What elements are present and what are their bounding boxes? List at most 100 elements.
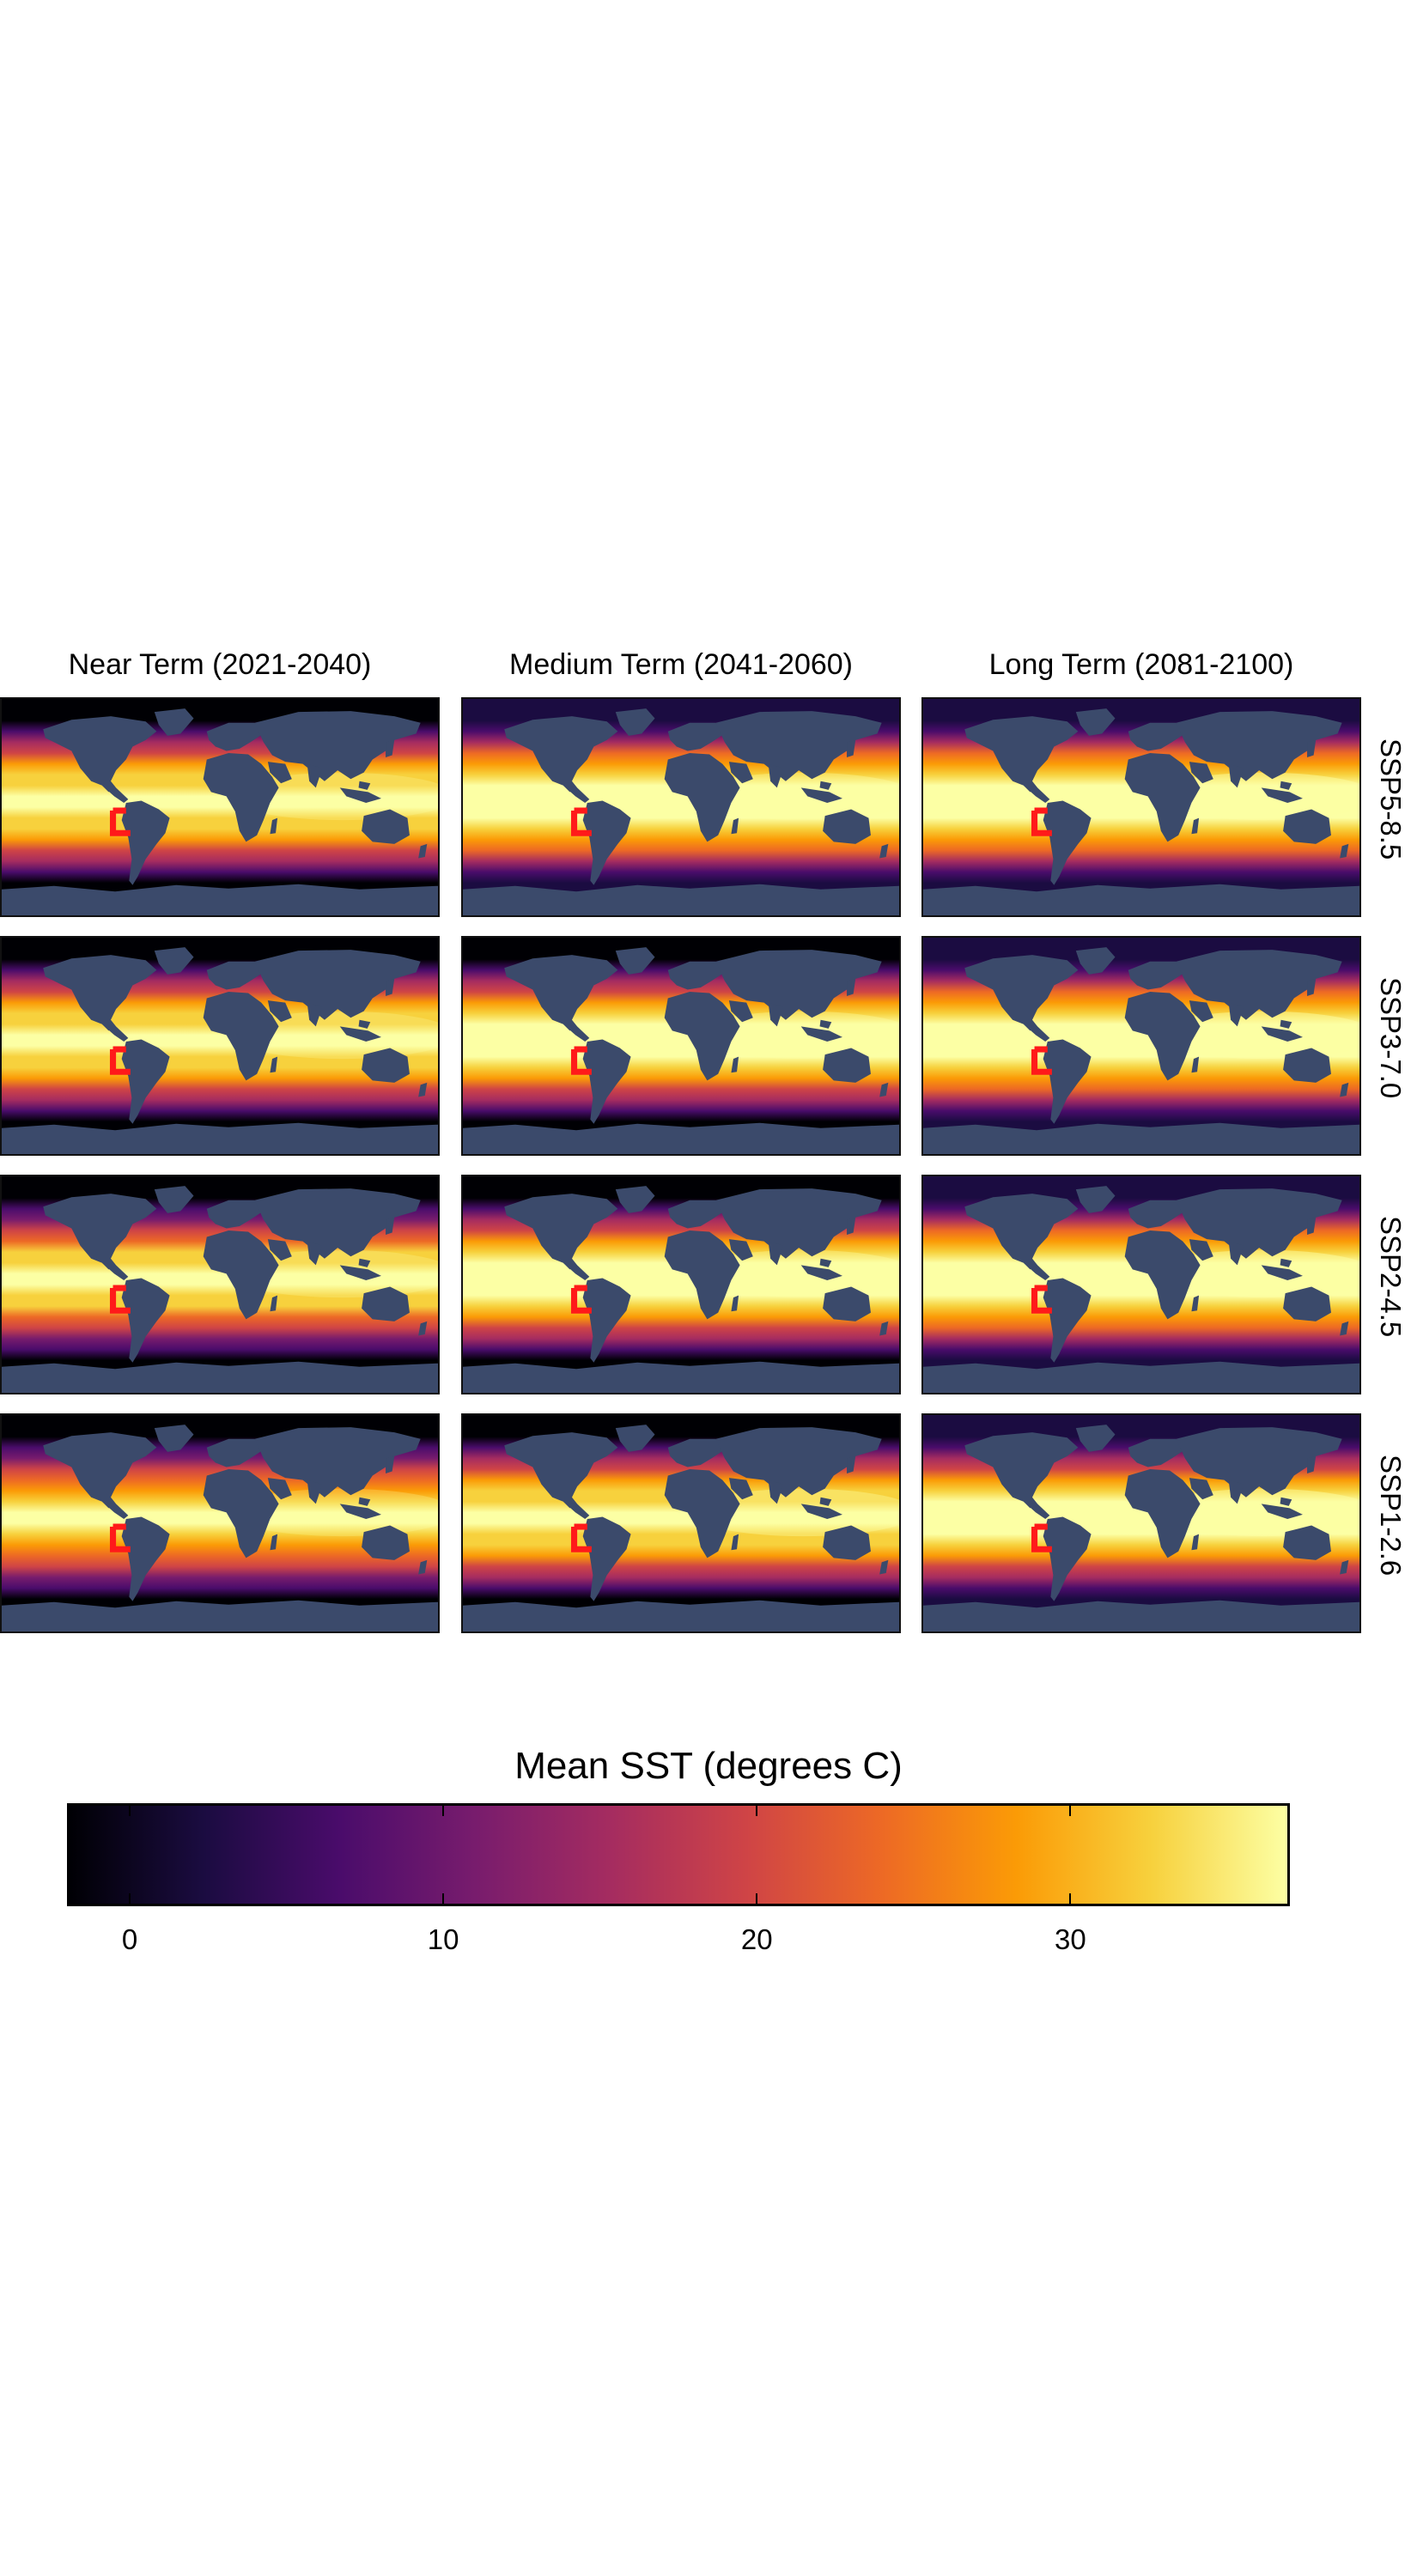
colorbar-tick-label: 20 (740, 1923, 773, 1955)
landmass (1043, 1516, 1092, 1601)
landmass (1228, 1479, 1244, 1504)
sst-map (2, 699, 438, 915)
landmass (923, 884, 1359, 915)
landmass (267, 1478, 292, 1500)
landmass (1261, 1026, 1303, 1042)
landmass (582, 800, 631, 885)
landmass (362, 1048, 410, 1083)
landmass (254, 1188, 421, 1259)
warm-pool (228, 1488, 438, 1537)
sst-map (463, 699, 899, 915)
landmass (206, 961, 264, 990)
landmass (43, 955, 157, 1031)
landmass (386, 978, 395, 997)
landmass (1228, 1241, 1244, 1266)
landmass (154, 1186, 194, 1213)
study-region-box (570, 811, 592, 836)
landmass (254, 1427, 421, 1498)
landmass (728, 762, 753, 784)
landmass (121, 1516, 170, 1601)
landmass (664, 1230, 740, 1320)
landmass (101, 785, 129, 803)
map-panel-ssp126-long (921, 1413, 1361, 1633)
landmass (1075, 1425, 1116, 1452)
landmass (1128, 1438, 1185, 1467)
landmass (1189, 1239, 1213, 1261)
landmass (418, 1082, 428, 1097)
landmass (667, 1200, 725, 1229)
landmass (1023, 1262, 1050, 1280)
study-region-box (109, 1527, 131, 1552)
landmass (1176, 1188, 1342, 1259)
landmass (1340, 1559, 1349, 1575)
landmass (728, 1239, 753, 1261)
landmass (1075, 947, 1116, 975)
map-panel-ssp370-medium (461, 936, 901, 1156)
warm-pool (1150, 1488, 1359, 1537)
landmass (1307, 978, 1317, 997)
map-panel-ssp126-near (0, 1413, 440, 1633)
colorbar-tick-mark (756, 1806, 758, 1816)
landmass (715, 950, 882, 1020)
map-panel-ssp245-near (0, 1175, 440, 1394)
landmass (307, 1002, 323, 1027)
landmass (254, 950, 421, 1020)
landmass (1189, 1478, 1213, 1500)
landmass (1283, 1048, 1331, 1083)
landmass (504, 1432, 618, 1509)
landmass (1124, 1469, 1201, 1558)
landmass (1043, 1039, 1092, 1124)
landmass (362, 809, 410, 844)
landmass (463, 1361, 899, 1393)
landmass (664, 1469, 740, 1558)
landmass (358, 1258, 371, 1267)
landmass (847, 1217, 856, 1236)
colorbar-tick-mark (442, 1806, 445, 1816)
map-panel-ssp245-medium (461, 1175, 901, 1394)
warm-pool (1150, 772, 1359, 821)
landmass (615, 1186, 655, 1213)
landmass (1340, 1321, 1349, 1336)
landmass (1043, 1278, 1092, 1363)
landmass (101, 1501, 129, 1519)
landmass (879, 1082, 889, 1097)
landmass (463, 884, 899, 915)
landmass (800, 1026, 842, 1042)
landmass (667, 1438, 725, 1467)
landmass (731, 1534, 739, 1551)
landmass (823, 1525, 871, 1560)
landmass (339, 787, 381, 803)
map-panel-ssp245-long (921, 1175, 1361, 1394)
landmass (563, 1501, 590, 1519)
landmass (206, 722, 264, 751)
landmass (267, 1000, 292, 1023)
landmass (615, 708, 655, 736)
landmass (386, 1217, 395, 1236)
sst-map (463, 938, 899, 1154)
landmass (2, 1600, 438, 1631)
map-panel-ssp370-near (0, 936, 440, 1156)
landmass (768, 1479, 784, 1504)
landmass (964, 955, 1079, 1031)
column-title-near-term: Near Term (2021-2040) (68, 648, 372, 681)
landmass (418, 1559, 428, 1575)
landmass (563, 785, 590, 803)
map-panel-ssp370-long (921, 936, 1361, 1156)
landmass (358, 1497, 371, 1506)
landmass (1176, 711, 1342, 781)
landmass (715, 1427, 882, 1498)
colorbar-tick-mark (1069, 1806, 1072, 1816)
landmass (339, 1504, 381, 1519)
landmass (563, 1262, 590, 1280)
map-panel-ssp126-medium (461, 1413, 901, 1633)
landmass (267, 762, 292, 784)
sst-map (923, 1176, 1359, 1393)
landmass (819, 1258, 832, 1267)
map-panel-ssp585-near (0, 697, 440, 917)
landmass (1307, 739, 1317, 758)
landmass (1280, 1497, 1292, 1506)
column-title-long-term: Long Term (2081-2100) (988, 648, 1294, 681)
landmass (664, 753, 740, 842)
landmass (1307, 1217, 1317, 1236)
landmass (768, 1241, 784, 1266)
